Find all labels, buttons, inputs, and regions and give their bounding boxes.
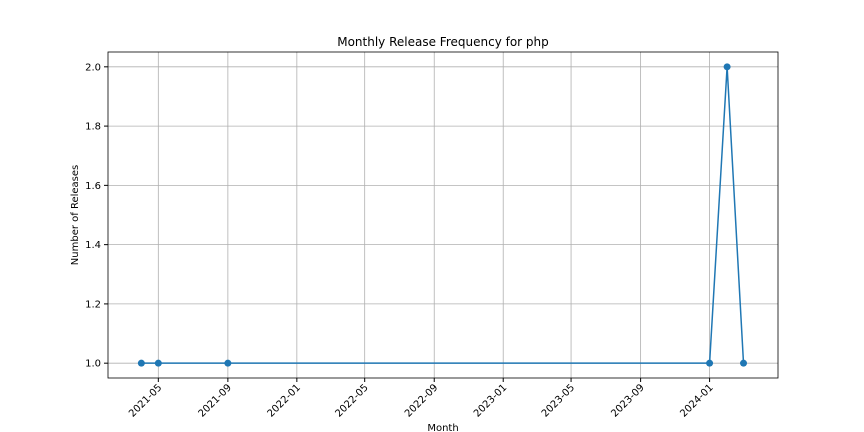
- x-axis-label: Month: [427, 423, 458, 432]
- data-point: [723, 63, 731, 71]
- y-tick-label: 1.8: [85, 122, 101, 133]
- x-tick-label: 2022-01: [266, 382, 303, 419]
- x-tick-label: 2023-01: [472, 382, 509, 419]
- series-line: [141, 66, 745, 364]
- y-tick-label: 1.0: [85, 359, 101, 370]
- chart-title: Monthly Release Frequency for php: [337, 35, 549, 49]
- y-tick-label: 1.2: [85, 299, 101, 310]
- x-tick-label: 2024-01: [678, 382, 715, 419]
- data-point: [137, 359, 145, 367]
- x-tick-label: 2023-09: [609, 382, 646, 419]
- y-tick-label: 2.0: [85, 62, 101, 73]
- data-point: [224, 359, 232, 367]
- x-tick-label: 2022-05: [333, 382, 370, 419]
- x-tick-label: 2023-05: [540, 382, 577, 419]
- x-tick-label: 2021-09: [197, 382, 234, 419]
- y-axis-label: Number of Releases: [70, 165, 81, 265]
- data-point: [154, 359, 162, 367]
- plot-frame: [107, 51, 779, 379]
- data-point: [706, 359, 714, 367]
- y-tick-label: 1.6: [85, 181, 101, 192]
- y-tick-label: 1.4: [85, 240, 101, 251]
- x-tick-label: 2021-05: [127, 382, 164, 419]
- data-point: [740, 359, 748, 367]
- x-tick-label: 2022-09: [403, 382, 440, 419]
